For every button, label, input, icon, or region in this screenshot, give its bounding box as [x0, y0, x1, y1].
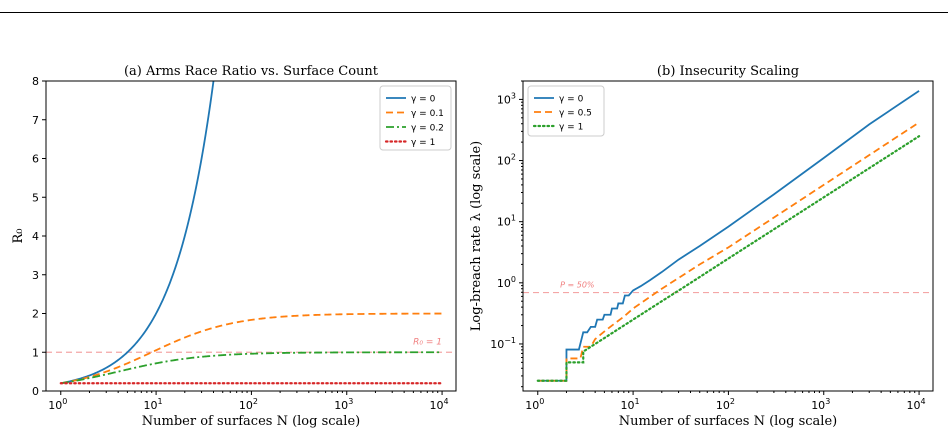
legend-label-2: γ = 0.2: [411, 124, 444, 134]
legend-label-1: γ = 0.1: [411, 109, 444, 119]
panel-a-ylabel: R₀: [11, 229, 26, 244]
x-tick-label-1-exp: 1: [158, 397, 163, 406]
legend-label-2: γ = 1: [559, 123, 583, 133]
x-tick-label-2-base: 10: [239, 399, 253, 412]
x-tick-label-4: 104: [907, 397, 926, 412]
panel-a-legend: γ = 0 γ = 0.1 γ = 0.2 γ = 1: [379, 85, 452, 151]
x-tick-label-3-base: 10: [334, 399, 348, 412]
y-tick-label-2: 101: [497, 214, 516, 229]
panel-b-xlabel: Number of surfaces N (log scale): [619, 414, 837, 429]
y-tick-label-2-base: 10: [497, 216, 511, 229]
x-tick-label-0-exp: 0: [62, 397, 67, 406]
series-line-1: [60, 312, 443, 385]
y-tick-label-1-base: 10: [497, 277, 511, 290]
panel-b-title: (b) Insecurity Scaling: [657, 64, 799, 79]
x-tick-label-2: 102: [716, 397, 735, 412]
panel-a-reference: R₀ = 1: [46, 337, 456, 353]
y-tick-label-4: 103: [497, 91, 516, 106]
x-tick-label-3-exp: 3: [348, 397, 353, 406]
y-tick-label-1-exp: 0: [511, 275, 516, 284]
x-tick-label-2-exp: 2: [253, 397, 258, 406]
x-tick-label-4: 104: [430, 397, 449, 412]
y-tick-label-6: 6: [32, 153, 39, 166]
y-tick-label-0: 0: [32, 385, 39, 398]
panel-a-series: [59, 81, 444, 385]
x-tick-label-1-base: 10: [621, 399, 635, 412]
y-tick-label-8: 8: [32, 75, 39, 88]
x-tick-label-3: 103: [334, 397, 353, 412]
x-tick-label-1: 101: [621, 397, 640, 412]
y-tick-label-2-exp: 1: [511, 214, 516, 223]
y-tick-label-0: 10−1: [490, 336, 516, 351]
legend-box: [379, 85, 452, 151]
y-tick-label-1: 100: [497, 275, 516, 290]
legend-label-1: γ = 0.5: [559, 109, 592, 119]
x-tick-label-0-exp: 0: [539, 397, 544, 406]
panel-b-legend: γ = 0 γ = 0.5 γ = 1: [527, 85, 605, 137]
panel-b-xticks: 100 101 102 103 104: [525, 391, 926, 412]
x-tick-label-4-base: 10: [907, 399, 921, 412]
y-tick-label-2: 2: [32, 308, 39, 321]
panel-b-reference: P = 50%: [523, 281, 933, 294]
legend-label-3: γ = 1: [411, 138, 435, 148]
panel-b-ylabel: Log-breach rate λ (log scale): [469, 141, 484, 331]
y-tick-label-1: 1: [32, 346, 39, 359]
x-tick-label-2-exp: 2: [730, 397, 735, 406]
panel-a-xlabel: Number of surfaces N (log scale): [142, 414, 360, 429]
x-tick-label-0: 100: [525, 397, 544, 412]
y-tick-label-4: 4: [32, 230, 39, 243]
x-tick-label-1: 101: [144, 397, 163, 412]
x-tick-label-4-base: 10: [430, 399, 444, 412]
x-tick-label-3-exp: 3: [825, 397, 830, 406]
panel-b: (b) Insecurity Scaling Number of surface…: [469, 64, 934, 429]
reference-label: P = 50%: [560, 281, 594, 290]
series-line-1: [537, 121, 920, 382]
reference-label: R₀ = 1: [413, 337, 442, 347]
y-tick-label-7: 7: [32, 114, 39, 127]
y-tick-label-0-base: 10: [490, 338, 504, 351]
legend-label-0: γ = 0: [411, 95, 436, 105]
x-tick-label-4-exp: 4: [444, 397, 449, 406]
panel-a-xticks: 100 101 102 103 104: [48, 391, 449, 412]
y-tick-label-0-exp: −1: [504, 336, 516, 345]
series-line-0: [537, 90, 920, 382]
y-tick-label-3: 3: [32, 269, 39, 282]
x-tick-label-3: 103: [811, 397, 830, 412]
series-line-2: [536, 135, 921, 382]
panel-a-title: (a) Arms Race Ratio vs. Surface Count: [124, 64, 379, 79]
panel-b-series: [536, 90, 921, 382]
top-rule: [0, 12, 948, 13]
x-tick-label-0-base: 10: [525, 399, 539, 412]
y-tick-label-4-exp: 3: [511, 91, 516, 100]
x-tick-label-0-base: 10: [48, 399, 62, 412]
x-tick-label-4-exp: 4: [921, 397, 926, 406]
y-tick-label-5: 5: [32, 191, 39, 204]
series-line-0: [60, 81, 215, 385]
series-line-2: [60, 351, 443, 385]
x-tick-label-3-base: 10: [811, 399, 825, 412]
legend-label-0: γ = 0: [559, 95, 584, 105]
y-tick-label-4-base: 10: [497, 93, 511, 106]
x-tick-label-2: 102: [239, 397, 258, 412]
x-tick-label-2-base: 10: [716, 399, 730, 412]
panel-a-yticks: 0 1 2 3 4 5 6 7 8: [32, 75, 46, 398]
y-tick-label-3-base: 10: [497, 155, 511, 168]
x-tick-label-0: 100: [48, 397, 67, 412]
y-tick-label-3-exp: 2: [511, 153, 516, 162]
x-tick-label-1-exp: 1: [635, 397, 640, 406]
y-tick-label-3: 102: [497, 153, 516, 168]
x-tick-label-1-base: 10: [144, 399, 158, 412]
panel-a: (a) Arms Race Ratio vs. Surface Count Nu…: [11, 64, 457, 429]
